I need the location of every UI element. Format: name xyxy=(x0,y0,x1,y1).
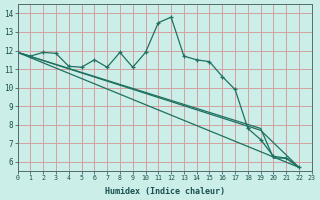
X-axis label: Humidex (Indice chaleur): Humidex (Indice chaleur) xyxy=(105,187,225,196)
